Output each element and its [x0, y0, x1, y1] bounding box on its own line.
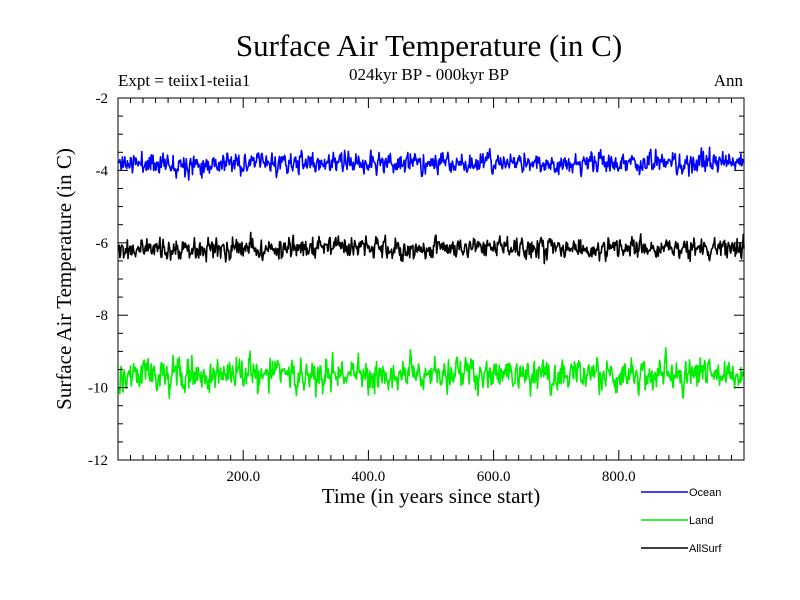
x-tick-label: 800.0 — [602, 469, 636, 485]
y-tick-label: -10 — [88, 381, 108, 397]
y-tick-label: -6 — [96, 236, 109, 252]
y-tick-label: -12 — [88, 453, 108, 469]
expt-label: Expt = teiix1-teiia1 — [118, 71, 250, 90]
legend-item-allsurf: AllSurf — [641, 543, 722, 555]
season-label: Ann — [714, 71, 744, 90]
plot-frame — [117, 97, 745, 461]
x-tick-label: 200.0 — [226, 469, 260, 485]
legend-label: Ocean — [689, 487, 721, 499]
series-line-allsurf — [117, 231, 745, 265]
tick-labels-layer: 200.0 400.0 600.0 800.0 -12 -10 -8 -6 -4 -2 — [88, 91, 636, 485]
legend-item-land: Land — [641, 515, 713, 527]
y-tick-label: -8 — [96, 308, 109, 324]
series-layer — [117, 146, 745, 399]
y-tick-label: -2 — [96, 91, 109, 107]
series-line-land — [117, 347, 745, 399]
y-axis-label: Surface Air Temperature (in C) — [52, 148, 76, 410]
y-tick-label: -4 — [96, 163, 109, 179]
legend-label: Land — [689, 515, 713, 527]
legend: Ocean Land AllSurf — [641, 487, 722, 555]
chart-title: Surface Air Temperature (in C) — [236, 28, 622, 63]
legend-label: AllSurf — [689, 543, 722, 555]
x-tick-label: 600.0 — [477, 469, 511, 485]
x-tick-label: 400.0 — [352, 469, 386, 485]
legend-item-ocean: Ocean — [641, 487, 721, 499]
x-axis-label: Time (in years since start) — [322, 484, 541, 508]
series-line-ocean — [117, 146, 745, 181]
chart-subtitle: 024kyr BP - 000kyr BP — [349, 65, 509, 84]
